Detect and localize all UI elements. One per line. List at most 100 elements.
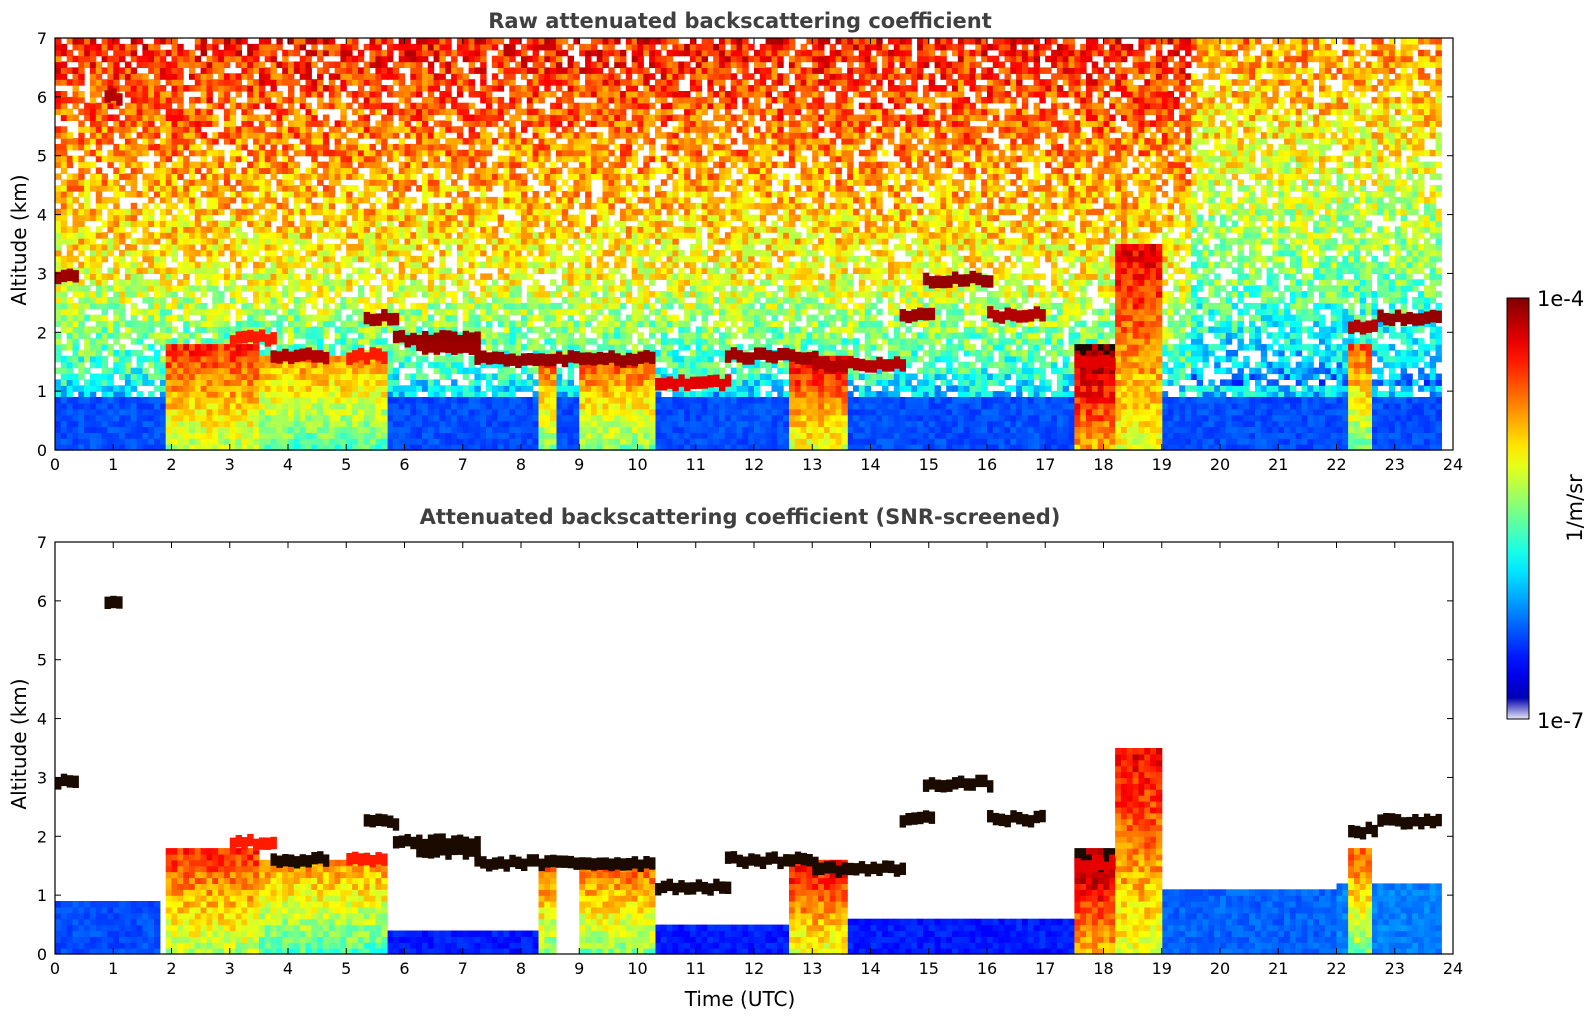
heatmap-cell — [165, 273, 173, 280]
heatmap-cell — [107, 114, 114, 121]
heatmap-cell — [334, 161, 341, 169]
heatmap-cell — [200, 214, 207, 222]
heatmap-cell — [480, 332, 487, 339]
heatmap-cell — [194, 79, 202, 86]
heatmap-cell — [177, 149, 184, 157]
heatmap-cell — [526, 214, 534, 222]
heatmap-cell — [555, 132, 563, 139]
heatmap-cell — [433, 143, 440, 151]
heatmap-cell — [346, 208, 353, 216]
heatmap-cell — [270, 244, 277, 251]
heatmap-cell — [462, 55, 470, 63]
heatmap-cell — [462, 308, 470, 316]
heatmap-cell — [66, 344, 74, 351]
heatmap-cell — [317, 226, 324, 233]
heatmap-cell — [334, 173, 341, 180]
heatmap-cell — [497, 49, 505, 57]
heatmap-cell — [154, 361, 161, 369]
heatmap-cell — [503, 373, 510, 380]
heatmap-cell — [55, 238, 62, 245]
heatmap-cell — [72, 208, 79, 216]
heatmap-cell — [72, 102, 79, 110]
heatmap-cell — [538, 55, 545, 63]
heatmap-cell — [95, 67, 103, 74]
heatmap-cell — [357, 73, 365, 80]
heatmap-cell — [491, 43, 499, 51]
heatmap-cell — [177, 191, 184, 198]
heatmap-cell — [509, 261, 516, 269]
heatmap-cell — [241, 143, 248, 151]
heatmap-cell — [451, 355, 458, 363]
heatmap-cell — [136, 367, 143, 375]
heatmap-cell — [270, 267, 277, 274]
heatmap-cell — [474, 367, 481, 375]
heatmap-cell — [375, 126, 382, 133]
heatmap-cell — [328, 267, 336, 274]
heatmap-cell — [456, 185, 464, 192]
heatmap-cell — [60, 291, 68, 298]
heatmap-cell — [154, 261, 161, 269]
heatmap-cell — [247, 220, 254, 227]
heatmap-cell — [194, 226, 202, 233]
heatmap-cell — [293, 326, 301, 333]
heatmap-cell — [305, 267, 312, 274]
heatmap-cell — [130, 167, 138, 174]
heatmap-cell — [532, 291, 539, 298]
heatmap-cell — [375, 67, 382, 74]
heatmap-cell — [544, 179, 551, 186]
heatmap-cell — [247, 96, 254, 104]
heatmap-cell — [55, 43, 62, 51]
heatmap-cell — [346, 314, 353, 322]
heatmap-cell — [95, 314, 103, 322]
heatmap-cell — [119, 108, 126, 116]
heatmap-cell — [177, 61, 184, 68]
heatmap-cell — [258, 226, 266, 233]
heatmap-cell — [84, 385, 91, 392]
heatmap-cell — [113, 297, 120, 304]
heatmap-cell — [544, 320, 551, 327]
heatmap-cell — [276, 96, 283, 104]
heatmap-cell — [148, 179, 155, 186]
heatmap-cell — [95, 73, 103, 80]
heatmap-cell — [183, 326, 190, 333]
heatmap-cell — [258, 314, 266, 322]
heatmap-cell — [130, 149, 138, 157]
heatmap-cell — [550, 232, 557, 239]
heatmap-cell — [346, 273, 353, 280]
heatmap-cell — [317, 338, 324, 345]
heatmap-cell — [456, 132, 464, 139]
heatmap-cell — [422, 179, 429, 186]
heatmap-cell — [218, 191, 225, 198]
heatmap-cell — [526, 238, 534, 245]
heatmap-cell — [521, 55, 528, 63]
heatmap-cell — [491, 332, 499, 339]
heatmap-cell — [398, 249, 406, 257]
heatmap-cell — [352, 143, 359, 151]
heatmap-cell — [258, 73, 266, 80]
heatmap-cell — [328, 155, 336, 163]
heatmap-cell — [328, 202, 336, 210]
heatmap-cell — [491, 361, 499, 369]
heatmap-cell — [433, 185, 440, 192]
heatmap-cell — [521, 61, 528, 68]
heatmap-cell — [113, 214, 120, 222]
heatmap-cell — [427, 285, 435, 292]
heatmap-cell — [154, 114, 161, 121]
heatmap-cell — [480, 132, 487, 139]
heatmap-cell — [550, 49, 557, 57]
heatmap-cell — [113, 49, 120, 57]
heatmap-cell — [253, 226, 260, 233]
heatmap-cell — [387, 285, 394, 292]
heatmap-cell — [410, 161, 417, 169]
heatmap-cell — [509, 91, 516, 98]
heatmap-cell — [346, 255, 353, 263]
heatmap-cell — [124, 273, 132, 280]
heatmap-cell — [491, 338, 499, 345]
heatmap-cell — [136, 249, 143, 257]
heatmap-cell — [89, 255, 97, 263]
heatmap-cell — [78, 302, 85, 310]
heatmap-cell — [299, 185, 307, 192]
heatmap-cell — [311, 344, 318, 351]
heatmap-cell — [124, 373, 132, 380]
heatmap-cell — [317, 173, 324, 180]
